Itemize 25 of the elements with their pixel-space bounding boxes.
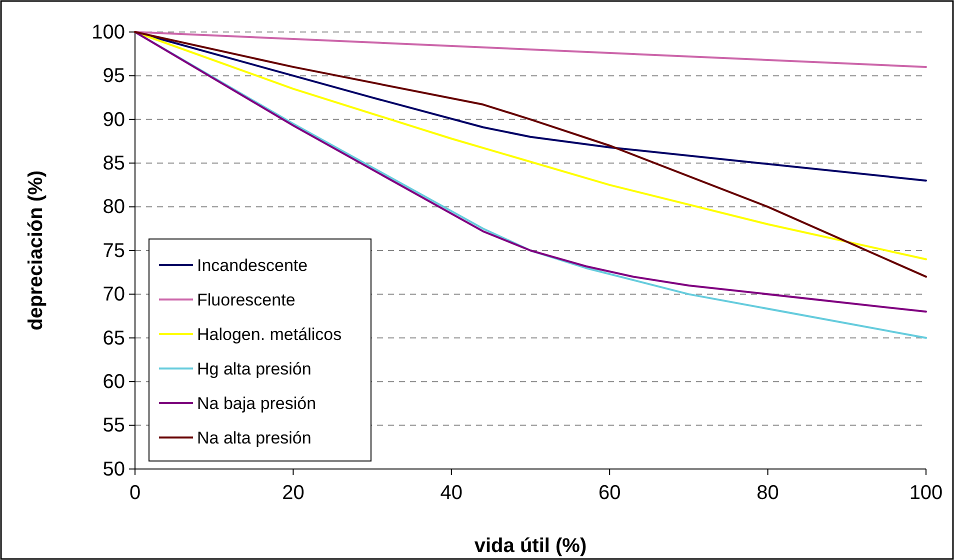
y-tick-label: 85 — [102, 152, 125, 174]
y-tick-label: 75 — [102, 240, 125, 262]
x-tick-label: 100 — [909, 482, 943, 504]
legend-label: Fluorescente — [197, 290, 296, 310]
y-tick-label: 55 — [102, 414, 125, 437]
y-tick-label: 100 — [92, 21, 125, 44]
legend-label: Hg alta presión — [197, 360, 312, 378]
x-tick-label: 20 — [282, 482, 304, 504]
y-tick-label: 95 — [102, 65, 125, 88]
x-tick-label: 60 — [598, 482, 621, 504]
y-tick-label: 80 — [102, 196, 125, 218]
x-tick-label: 40 — [440, 482, 463, 504]
y-tick-label: 60 — [102, 371, 125, 393]
y-tick-label: 70 — [102, 284, 125, 306]
y-tick-label: 50 — [102, 458, 125, 480]
x-axis-title: vida útil (%) — [474, 535, 587, 557]
legend-label: Na baja presión — [197, 394, 316, 413]
legend-label: Na alta presión — [197, 428, 312, 448]
y-axis-title: depreciación (%) — [25, 170, 47, 331]
legend-label: Halogen. metálicos — [197, 325, 342, 344]
x-tick-label: 80 — [756, 482, 779, 504]
x-tick-label: 0 — [129, 482, 141, 504]
y-tick-label: 90 — [102, 108, 125, 131]
legend-label: Incandescente — [197, 256, 308, 275]
y-tick-label: 65 — [102, 327, 125, 350]
